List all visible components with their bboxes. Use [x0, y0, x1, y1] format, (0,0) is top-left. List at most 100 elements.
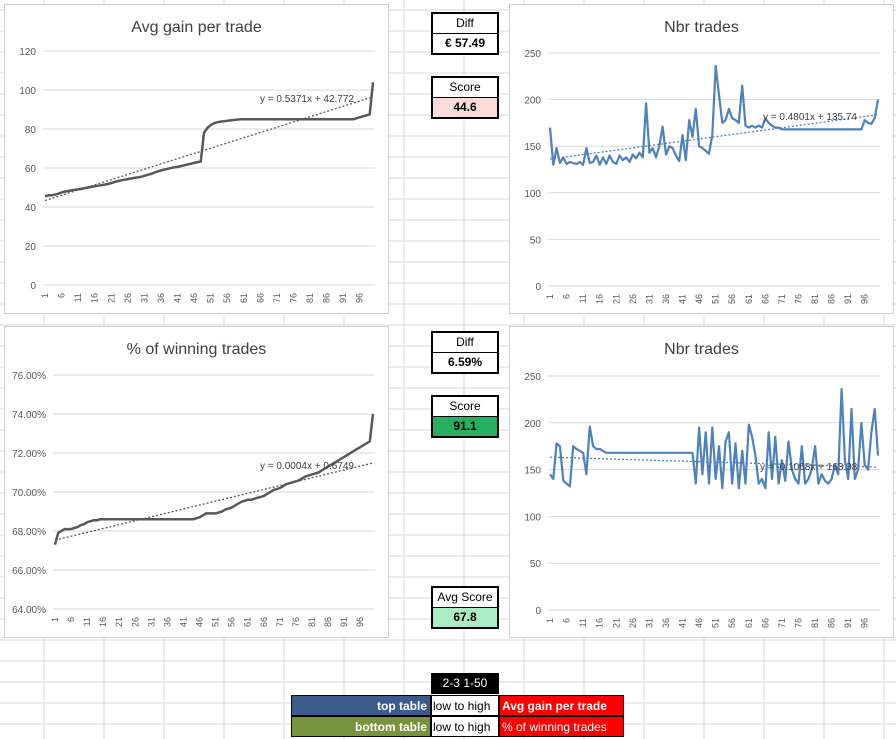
y-tick-label: 100: [524, 189, 541, 200]
x-tick-label: 51: [211, 617, 221, 627]
x-tick-label: 21: [106, 293, 116, 303]
score-top-value: 44.6: [433, 98, 497, 117]
y-tick-label: 72.00%: [12, 449, 46, 460]
score-bottom-value: 91.1: [433, 417, 497, 436]
x-tick-label: 11: [578, 618, 588, 627]
chart-winning-trades-svg: % of winning trades 64.00% 66.00% 68.00% 70.…: [12, 341, 375, 627]
x-tick-label: 1: [40, 293, 50, 298]
x-tick-label: 6: [562, 618, 572, 623]
x-tick-label: 1: [50, 617, 60, 622]
x-tick-label: 51: [711, 618, 721, 628]
x-tick-label: 91: [843, 618, 853, 628]
x-tick-label: 76: [288, 293, 298, 303]
x-tick-label: 91: [338, 293, 348, 303]
x-tick-label: 6: [562, 294, 572, 299]
trendline-label: y = -0.1068x + 163.38: [760, 462, 858, 473]
x-tick-label: 16: [595, 294, 605, 304]
x-tick-label: 51: [711, 294, 721, 304]
y-tick-label: 0: [535, 282, 541, 293]
x-tick-label: 26: [130, 617, 140, 627]
x-tick-label: 76: [793, 618, 803, 628]
x-tick-label: 6: [66, 617, 76, 622]
x-tick-label: 31: [146, 617, 156, 627]
x-tick-label: 96: [860, 618, 870, 628]
x-tick-label: 11: [578, 294, 588, 303]
x-tick-label: 26: [628, 294, 638, 304]
y-tick-label: 68.00%: [12, 527, 46, 538]
x-tick-label: 71: [777, 294, 787, 304]
x-tick-label: 61: [239, 293, 249, 303]
y-tick-label: 76.00%: [12, 371, 46, 382]
y-tick-label: 20: [25, 242, 37, 253]
legend-metric-top-cell[interactable]: Avg gain per trade: [499, 695, 624, 716]
x-tick-label: 96: [355, 293, 365, 303]
x-tick-label: 26: [123, 293, 133, 303]
trendline-label: y = 0.0004x + 0.6749: [260, 461, 354, 472]
chart-title: Nbr trades: [664, 341, 739, 358]
x-tick-label: 96: [860, 294, 870, 304]
y-tick-label: 250: [524, 372, 541, 383]
x-tick-label: 41: [178, 617, 188, 627]
score-bottom-label: Score: [433, 397, 497, 417]
y-tick-label: 250: [524, 49, 541, 60]
x-tick-label: 56: [222, 293, 232, 303]
x-tick-label: 81: [810, 618, 820, 628]
diff-top-label: Diff: [433, 14, 497, 34]
y-tick-label: 0: [535, 606, 541, 617]
x-tick-label: 86: [322, 293, 332, 303]
x-tick-label: 86: [323, 617, 333, 627]
score-bottom-box[interactable]: Score 91.1: [431, 395, 499, 438]
x-tick-label: 16: [595, 618, 605, 628]
legend-top-table-cell[interactable]: top table: [291, 695, 431, 716]
x-tick-label: 66: [259, 617, 269, 627]
diff-bottom-box[interactable]: Diff 6.59%: [431, 331, 499, 374]
legend-metric-bottom-cell[interactable]: % of winning trades: [499, 716, 624, 737]
y-tick-label: 66.00%: [12, 566, 46, 577]
x-tick-label: 21: [611, 618, 621, 628]
x-tick-label: 36: [156, 293, 166, 303]
y-tick-label: 70.00%: [12, 488, 46, 499]
y-tick-label: 100: [524, 512, 541, 523]
x-tick-label: 31: [139, 293, 149, 303]
y-tick-label: 50: [530, 559, 542, 570]
series-line: [53, 413, 375, 546]
x-tick-label: 91: [843, 294, 853, 304]
y-tick-label: 200: [524, 96, 541, 107]
legend-code-cell[interactable]: 2-3 1-50: [431, 673, 499, 694]
y-tick-label: 0: [30, 281, 36, 292]
chart-avg-gain: Avg gain per trade 0 20 40 60 80 100 120 1 6 11 16 2…: [4, 4, 389, 314]
x-tick-label: 36: [661, 294, 671, 304]
x-tick-label: 51: [206, 293, 216, 303]
score-top-box[interactable]: Score 44.6: [431, 76, 499, 119]
x-tick-label: 86: [827, 618, 837, 628]
legend-order-top-cell[interactable]: low to high: [431, 695, 499, 716]
y-tick-label: 74.00%: [12, 410, 46, 421]
diff-top-box[interactable]: Diff € 57.49: [431, 12, 499, 55]
x-tick-label: 56: [727, 294, 737, 304]
x-tick-label: 71: [777, 618, 787, 628]
legend-order-bottom-cell[interactable]: low to high: [431, 716, 499, 737]
x-tick-label: 71: [272, 293, 282, 303]
x-tick-label: 81: [810, 294, 820, 304]
trendline: [549, 456, 879, 468]
diff-bottom-value: 6.59%: [447, 355, 483, 369]
avg-score-box[interactable]: Avg Score 67.8: [431, 586, 499, 629]
x-tick-label: 21: [611, 294, 621, 304]
x-tick-label: 26: [628, 618, 638, 628]
legend-bottom-table-cell[interactable]: bottom table: [291, 716, 431, 737]
x-tick-label: 21: [114, 617, 124, 627]
x-tick-label: 41: [678, 618, 688, 628]
x-tick-label: 46: [694, 618, 704, 628]
chart-nbr-trades-top: Nbr trades 0 50 100 150 200 250 1 6 11 16 21 26 31 36 4…: [509, 4, 894, 314]
y-tick-label: 150: [524, 466, 541, 477]
series-line: [548, 64, 880, 166]
chart-nbr-trades-bottom: Nbr trades 0 50 100 150 200 250 1 6 11 16 21 26 31 36 4…: [509, 326, 894, 638]
x-tick-label: 16: [98, 617, 108, 627]
y-tick-label: 200: [524, 419, 541, 430]
x-tick-label: 41: [173, 293, 183, 303]
x-tick-label: 76: [291, 617, 301, 627]
trendline: [549, 114, 879, 160]
